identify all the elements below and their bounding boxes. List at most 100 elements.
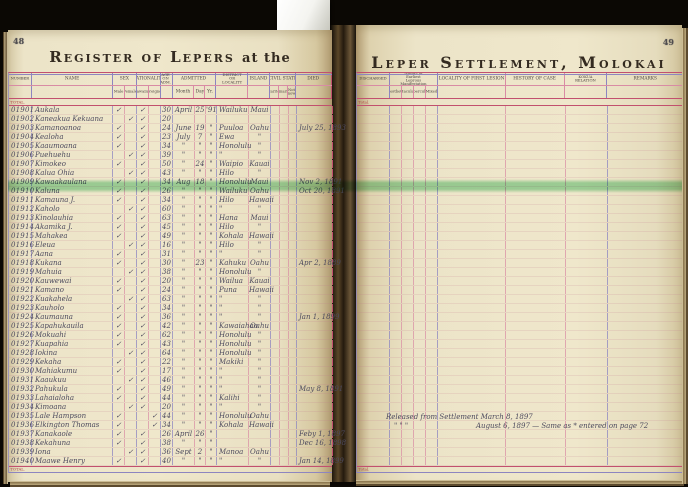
right-header-group-row: DISCHARGED Nature of Earliest Leprous Ma…	[357, 73, 683, 86]
register-row-right	[357, 421, 683, 430]
register-row: 01901 Aukala ✓ ✓ 30 April 25'91 Wailuku Maui	[9, 106, 333, 115]
register-row-right	[357, 394, 683, 403]
header-manifestation-group: Nature of Earliest Leprous Manifestation	[390, 73, 438, 85]
bookmark-tab	[277, 0, 330, 34]
header-civil-group: CIVIL STATE	[270, 73, 297, 85]
register-row: 01939 Iona ✓ ✓ 36 Sept 2 " Manoa Oahu	[9, 448, 333, 457]
header-civil-unmarried: Unmarried	[279, 86, 289, 98]
register-row-right	[357, 457, 683, 466]
register-row: 01920 Kauwewai ✓ ✓ 20 " " " Wailua Kauai	[9, 277, 333, 286]
register-row: 01905 Kaaumoana ✓ ✓ 34 " " " Honolulu "	[9, 142, 333, 151]
register-row-right	[357, 358, 683, 367]
register-row-right	[357, 268, 683, 277]
register-row-right	[357, 430, 683, 439]
header-civil-married: Married	[270, 86, 280, 98]
register-row: 01913 Kinolauhia ✓ ✓ 63 " " " Hana Maui	[9, 214, 333, 223]
register-row-right	[357, 376, 683, 385]
register-row: 01908 Kalua Ohia ✓ ✓ 43 " " " Hilo "	[9, 169, 333, 178]
register-row-right	[357, 322, 683, 331]
register-row: 01940 Maawe Henry ✓ ✓ 40 " " " " " Jan 14, 1899	[9, 457, 344, 466]
register-row-right	[357, 115, 683, 124]
register-row-right	[357, 214, 683, 223]
header-nat-foreigner: Foreigner	[149, 86, 161, 98]
register-row: 01906 Puehuehu ✓ ✓ 39 " " " " "	[9, 151, 333, 160]
right-page-title: Leper Settlement, Molokai	[371, 53, 667, 72]
register-row-right	[357, 250, 683, 259]
register-row: 01930 Mahiakumu ✓ ✓ 17 " " " " "	[9, 367, 333, 376]
register-row: 01929 Kekaha ✓ ✓ 22 " " " Makiki "	[9, 358, 333, 367]
register-row: 01918 Kukana ✓ ✓ 30 " 23 " Kahuku Oahu Apr 2, 1889	[9, 259, 341, 268]
left-title-main: Register of Lepers	[49, 48, 235, 66]
header-district: DISTRICT OR LOCALITY	[216, 73, 249, 85]
header-adm-month: Month	[173, 86, 195, 98]
header-remarks: REMARKS	[633, 76, 657, 82]
register-row-right	[357, 277, 683, 286]
right-header-sub-row: Anesthetic Macular Tubercular Mixed	[357, 86, 683, 99]
discharge-note-2: August 6, 1897 — Same as * entered on pa…	[476, 422, 649, 430]
register-row: 01923 Kauholo ✓ ✓ 34 " " " " "	[9, 304, 333, 313]
header-nat-hawaiian: Hawaiian	[137, 86, 149, 98]
register-row-right	[357, 169, 683, 178]
register-row-right	[357, 196, 683, 205]
register-row: 01934 Kimoana ✓ ✓ 20 " " " " "	[9, 403, 333, 412]
register-row: 01904 Kealoha ✓ ✓ 23 July 7 " Ewa "	[9, 133, 333, 142]
right-total-row-top: Total.	[357, 99, 683, 106]
register-row-right	[357, 385, 683, 394]
register-row: 01911 Kamauna J. ✓ ✓ 34 " " " Hilo Hawaii	[9, 196, 333, 205]
register-row-right	[357, 187, 683, 196]
page-edges-right	[682, 28, 688, 484]
left-register-table: NUMBER NAME SEX NATIONALITY AGE ON ADM. …	[8, 72, 346, 473]
register-row-right	[357, 259, 683, 268]
register-row-right	[357, 295, 683, 304]
register-row: 01933 Lahaialoha ✓ ✓ 44 " " " Kalihi "	[9, 394, 333, 403]
register-row: 01903 Kamanoanoa ✓ ✓ 24 June 19 " Puuloa Oahu July…	[9, 124, 346, 133]
left-page-title: Register of Lepers at the	[8, 48, 332, 66]
page-edges-left	[3, 32, 8, 484]
register-row-right	[357, 340, 683, 349]
register-row: 01921 Kamano ✓ ✓ 24 " " " Puna Hawaii	[9, 286, 333, 295]
header-nationality-group: NATIONALITY	[137, 73, 161, 85]
header-kokua-relation: KOKUA RELATION	[565, 73, 608, 85]
register-row-right	[357, 439, 683, 448]
header-island: ISLAND	[248, 73, 271, 85]
discharge-note-2-ditto: " " "	[394, 422, 409, 430]
left-total-row-bottom: TOTAL.	[9, 466, 332, 473]
left-rows: 01901 Aukala ✓ ✓ 30 April 25'91 Wailuku Maui 0190…	[9, 106, 346, 466]
header-locality-first-lesion: LOCALITY OF FIRST LESION	[438, 73, 506, 85]
left-header-group-row: NUMBER NAME SEX NATIONALITY AGE ON ADM. …	[9, 73, 333, 86]
page-number-stamp-right: 49	[662, 37, 674, 47]
header-name: NAME	[32, 73, 113, 85]
register-row: 01924 Kaumauna ✓ ✓ 36 " " " " " Jan 1, 1899	[9, 313, 340, 322]
register-row: 01937 Kanakaole ✓ ✓ 26 April 26 " Feby 1, 1897	[9, 430, 345, 439]
register-row-right	[357, 232, 683, 241]
register-row-right	[357, 106, 683, 115]
register-row-right	[357, 331, 683, 340]
register-row: 01916 Eleua ✓ ✓ 16 " " " Hilo "	[9, 241, 333, 250]
register-row: 01928 Iokina ✓ ✓ 64 " " " Honolulu "	[9, 349, 333, 358]
register-row: 01925 Kapahukauila ✓ ✓ 42 " " " Kawaiahao Oahu	[9, 322, 333, 331]
register-row-right	[357, 142, 683, 151]
register-row: 01932 Pahukula ✓ ✓ 49 " " " " " May 8, 1891	[9, 385, 344, 394]
register-row-right	[357, 286, 683, 295]
header-history-of-case: HISTORY OF CASE	[506, 73, 566, 85]
register-row-right	[357, 223, 683, 232]
header-sex-female: Female	[125, 86, 137, 98]
register-row-right	[357, 367, 683, 376]
page-edges-bottom-right	[356, 480, 684, 486]
register-row-right	[357, 313, 683, 322]
register-row: 01915 Mahakea ✓ ✓ 49 " " " Kohala Hawaii	[9, 232, 333, 241]
register-row-right	[357, 304, 683, 313]
header-admitted-group: ADMITTED	[173, 73, 217, 85]
right-rows	[357, 106, 683, 466]
header-man-tubercular: Tubercular	[414, 86, 426, 98]
register-row: 01909 Kawaakaulana ✓ ✓ 34 Aug 18 " Honolulu Maui N…	[9, 178, 343, 187]
right-register-table: DISCHARGED Nature of Earliest Leprous Ma…	[356, 72, 683, 473]
register-row: 01931 Kaaukuu ✓ ✓ 46 " " " " "	[9, 376, 333, 385]
register-row-right	[357, 412, 683, 421]
register-row-right	[357, 178, 683, 187]
register-row: 01912 Kaholo ✓ ✓ 60 " " " " "	[9, 205, 333, 214]
header-man-macular: Macular	[402, 86, 414, 98]
page-number-stamp-left: 48	[13, 36, 25, 46]
register-row: 01907 Kimokeo ✓ ✓ 50 " 24 " Waipio Kauai	[9, 160, 333, 169]
header-man-mixed: Mixed	[426, 86, 438, 98]
